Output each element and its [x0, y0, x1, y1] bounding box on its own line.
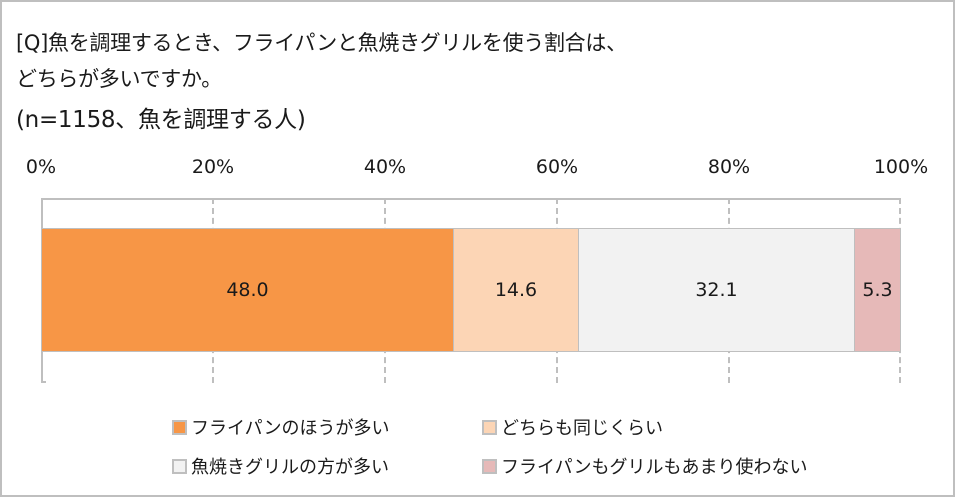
data-label: 32.1 [695, 279, 738, 301]
x-tick-40: 40% [363, 156, 407, 178]
x-tick-60: 60% [535, 156, 579, 178]
legend-item-frying-pan-more[interactable]: フライパンのほうが多い [172, 414, 390, 440]
x-tick-20: 20% [191, 156, 235, 178]
plot-area: 48.0 14.6 32.1 5.3 [41, 198, 901, 383]
bar-segment-frying-pan-more[interactable]: 48.0 [41, 228, 454, 352]
stacked-bar: 48.0 14.6 32.1 5.3 [41, 228, 901, 352]
legend-label: フライパンのほうが多い [191, 418, 390, 439]
legend-label: 魚焼きグリルの方が多い [191, 457, 389, 478]
axis-line-top [41, 198, 901, 200]
bar-segment-same[interactable]: 14.6 [454, 228, 579, 352]
legend-label: どちらも同じくらい [501, 418, 663, 439]
data-label: 48.0 [226, 279, 269, 301]
legend-swatch-icon [482, 458, 497, 474]
chart-subtitle-sample: (n=1158、魚を調理する人) [16, 107, 306, 133]
chart-title-line-1: [Q]魚を調理するとき、フライパンと魚焼きグリルを使う割合は、 [16, 31, 627, 55]
data-label: 5.3 [862, 279, 893, 301]
x-tick-100: 100% [873, 156, 929, 178]
axis-tick-bottom [41, 381, 46, 383]
bar-segment-neither[interactable]: 5.3 [855, 228, 901, 352]
legend-label: フライパンもグリルもあまり使わない [501, 457, 808, 478]
legend-swatch-icon [172, 458, 187, 474]
legend-swatch-icon [482, 419, 497, 435]
legend-swatch-icon [172, 419, 187, 435]
data-label: 14.6 [494, 279, 538, 301]
legend-item-grill-more[interactable]: 魚焼きグリルの方が多い [172, 453, 389, 479]
bar-segment-grill-more[interactable]: 32.1 [579, 228, 855, 352]
x-tick-0: 0% [25, 156, 57, 178]
chart-title-line-2: どちらが多いですか。 [16, 67, 222, 91]
legend-item-same[interactable]: どちらも同じくらい [482, 414, 663, 440]
x-tick-80: 80% [707, 156, 751, 178]
legend-item-neither[interactable]: フライパンもグリルもあまり使わない [482, 453, 808, 479]
